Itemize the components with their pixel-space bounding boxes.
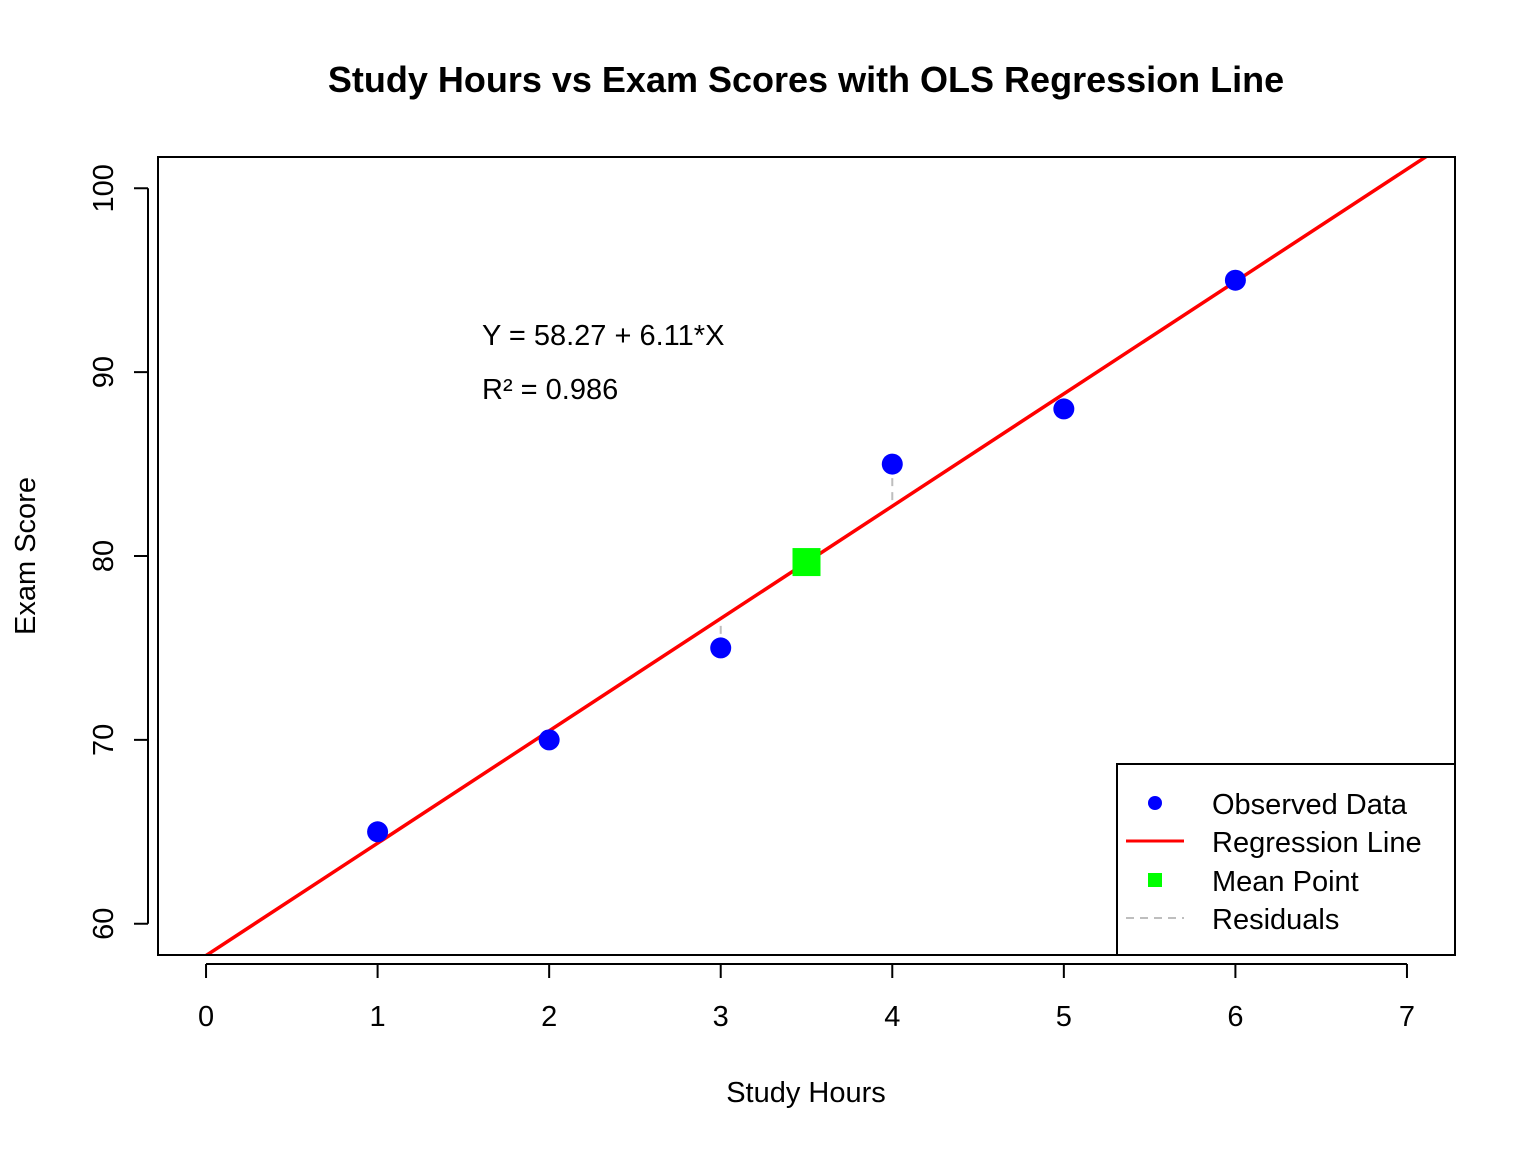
y-axis: 60 70 80 90 100 bbox=[88, 164, 149, 940]
y-tick-label: 100 bbox=[88, 164, 120, 212]
data-point bbox=[1224, 269, 1246, 291]
mean-layer bbox=[792, 548, 821, 577]
y-axis-label: Exam Score bbox=[10, 477, 42, 635]
legend-observed-marker bbox=[1148, 796, 1162, 810]
equation-annotation: Y = 58.27 + 6.11*X bbox=[482, 320, 724, 352]
legend-mean-marker bbox=[1148, 873, 1162, 887]
y-tick-label: 70 bbox=[88, 724, 120, 756]
legend-regression-label: Regression Line bbox=[1212, 827, 1422, 859]
legend-residuals-label: Residuals bbox=[1212, 904, 1339, 936]
data-point bbox=[367, 821, 389, 843]
data-point bbox=[538, 729, 560, 751]
legend-mean-label: Mean Point bbox=[1212, 866, 1359, 898]
mean-point bbox=[792, 548, 821, 577]
y-tick-label: 90 bbox=[88, 356, 120, 388]
x-tick-label: 5 bbox=[1056, 1001, 1072, 1033]
r-squared-annotation: R² = 0.986 bbox=[482, 374, 618, 406]
x-tick-label: 1 bbox=[370, 1001, 386, 1033]
points-layer bbox=[367, 269, 1246, 843]
y-tick-label: 80 bbox=[88, 540, 120, 572]
legend-observed-label: Observed Data bbox=[1212, 789, 1408, 821]
data-point bbox=[881, 453, 903, 475]
legend: Observed Data Regression Line Mean Point… bbox=[1116, 763, 1456, 956]
data-point bbox=[710, 637, 732, 659]
x-axis-label: Study Hours bbox=[726, 1077, 886, 1109]
x-tick-label: 3 bbox=[713, 1001, 729, 1033]
x-tick-label: 4 bbox=[884, 1001, 900, 1033]
x-axis: 0 1 2 3 4 5 6 7 bbox=[198, 963, 1415, 1033]
y-tick-label: 60 bbox=[88, 908, 120, 940]
data-point bbox=[1053, 398, 1075, 420]
plot-frame bbox=[157, 156, 1456, 956]
x-tick-label: 0 bbox=[198, 1001, 214, 1033]
x-tick-label: 6 bbox=[1227, 1001, 1243, 1033]
legend-box bbox=[1116, 763, 1456, 956]
x-tick-label: 7 bbox=[1399, 1001, 1415, 1033]
x-tick-label: 2 bbox=[541, 1001, 557, 1033]
chart-title: Study Hours vs Exam Scores with OLS Regr… bbox=[328, 59, 1284, 100]
